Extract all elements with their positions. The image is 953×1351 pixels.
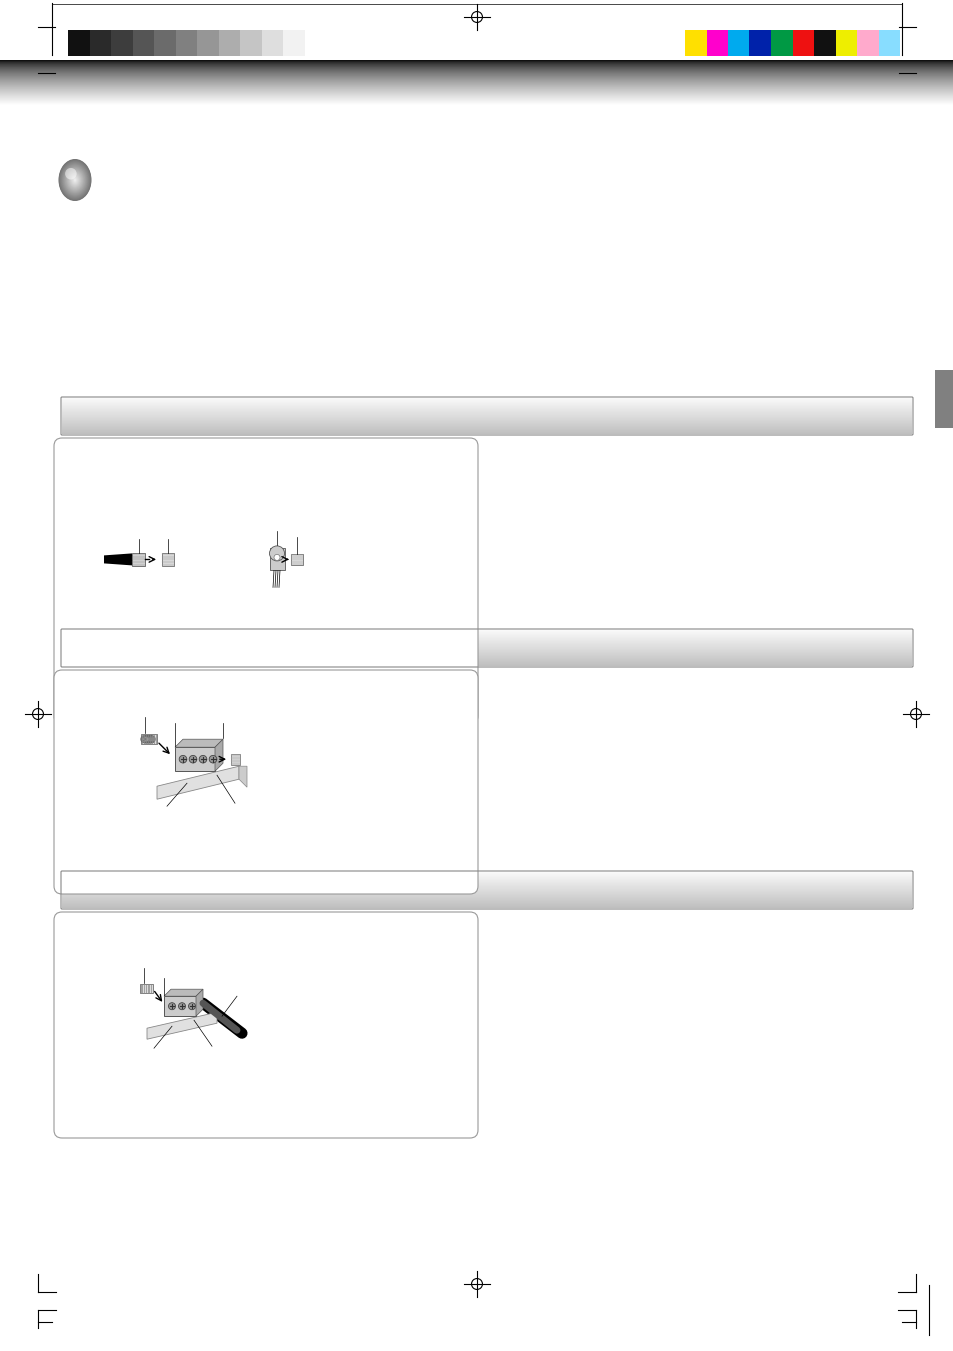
Bar (749, 30, 770, 55)
Ellipse shape (68, 170, 82, 189)
Ellipse shape (71, 174, 79, 186)
Polygon shape (214, 739, 223, 771)
Ellipse shape (68, 172, 82, 189)
Ellipse shape (62, 163, 88, 197)
Bar (706, 30, 727, 55)
Bar (90, 30, 111, 55)
Bar (162, 553, 173, 566)
Ellipse shape (73, 178, 76, 181)
Bar (878, 30, 899, 55)
Circle shape (209, 755, 216, 763)
Bar (153, 30, 175, 55)
Ellipse shape (64, 166, 86, 195)
Bar (792, 30, 813, 55)
Polygon shape (104, 554, 132, 566)
Ellipse shape (60, 161, 90, 199)
Ellipse shape (70, 174, 80, 186)
Bar (141, 734, 157, 744)
FancyBboxPatch shape (54, 670, 477, 894)
Ellipse shape (66, 168, 85, 192)
Ellipse shape (63, 165, 88, 196)
Bar (283, 30, 304, 55)
Bar (231, 754, 239, 765)
Polygon shape (147, 1012, 216, 1039)
Bar (291, 554, 302, 565)
Bar (218, 30, 240, 55)
Bar (770, 30, 792, 55)
Ellipse shape (69, 172, 81, 188)
Bar (240, 30, 261, 55)
Bar (175, 30, 196, 55)
Polygon shape (164, 996, 195, 1016)
Bar (856, 30, 878, 55)
Ellipse shape (66, 169, 84, 192)
Bar (269, 549, 284, 570)
Circle shape (189, 1002, 195, 1009)
Ellipse shape (71, 176, 78, 184)
Ellipse shape (71, 174, 79, 185)
Ellipse shape (59, 159, 91, 200)
Ellipse shape (58, 159, 91, 201)
FancyBboxPatch shape (54, 912, 477, 1138)
Bar (813, 30, 835, 55)
Polygon shape (195, 989, 203, 1016)
Ellipse shape (60, 161, 91, 200)
Ellipse shape (69, 172, 82, 188)
Ellipse shape (67, 170, 83, 190)
Ellipse shape (67, 169, 83, 190)
Bar (835, 30, 856, 55)
Ellipse shape (63, 165, 87, 196)
Circle shape (274, 554, 280, 561)
Bar (684, 30, 706, 55)
Polygon shape (239, 766, 247, 788)
Ellipse shape (70, 173, 81, 188)
Polygon shape (174, 739, 223, 747)
Bar (111, 30, 132, 55)
Bar (140, 984, 152, 993)
Polygon shape (164, 989, 203, 996)
Ellipse shape (65, 168, 76, 180)
Polygon shape (174, 747, 214, 771)
Bar (132, 30, 153, 55)
Circle shape (169, 1002, 175, 1009)
Bar (196, 30, 218, 55)
Bar (934, 370, 953, 428)
Bar (68, 30, 90, 55)
Circle shape (189, 755, 196, 763)
Circle shape (199, 755, 207, 763)
Ellipse shape (64, 165, 87, 195)
Circle shape (178, 1002, 185, 1009)
Ellipse shape (65, 168, 85, 193)
Bar (727, 30, 749, 55)
Ellipse shape (60, 162, 90, 199)
Ellipse shape (64, 166, 86, 193)
Ellipse shape (70, 173, 80, 186)
Circle shape (269, 546, 284, 561)
Bar (261, 30, 283, 55)
Ellipse shape (65, 168, 85, 193)
Ellipse shape (62, 163, 88, 196)
Polygon shape (157, 766, 239, 800)
Ellipse shape (61, 162, 89, 197)
Ellipse shape (74, 178, 75, 181)
Ellipse shape (67, 169, 84, 190)
Ellipse shape (72, 177, 78, 184)
FancyBboxPatch shape (54, 438, 477, 724)
Circle shape (179, 755, 187, 763)
Ellipse shape (72, 177, 77, 184)
Ellipse shape (72, 177, 77, 182)
Ellipse shape (59, 159, 91, 200)
Ellipse shape (71, 176, 79, 185)
Ellipse shape (73, 178, 76, 182)
Ellipse shape (61, 162, 89, 197)
Bar (132, 553, 145, 566)
